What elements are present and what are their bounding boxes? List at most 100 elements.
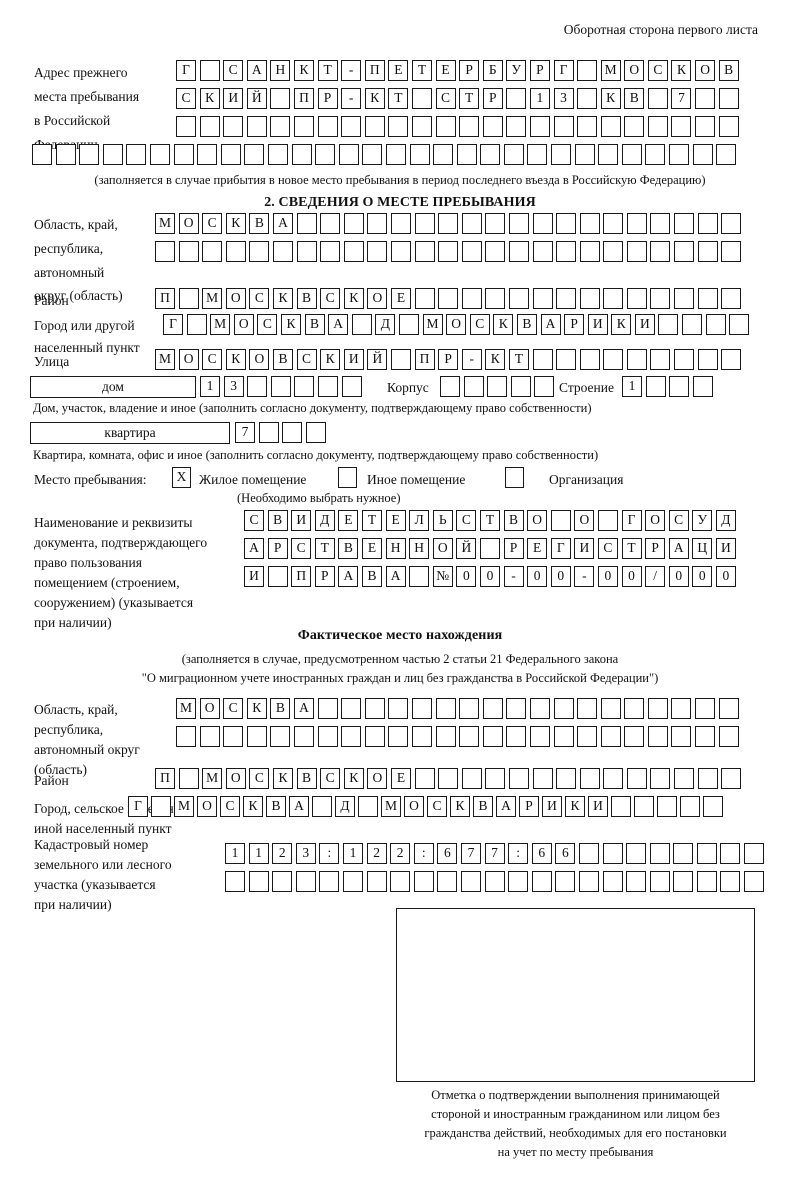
- char-cell[interactable]: Ц: [692, 538, 713, 559]
- char-cell[interactable]: [682, 314, 703, 335]
- char-cell[interactable]: [435, 698, 456, 719]
- char-cell[interactable]: Р: [438, 349, 459, 370]
- char-cell[interactable]: [603, 288, 624, 309]
- char-cell[interactable]: [411, 698, 432, 719]
- char-cell[interactable]: [267, 144, 288, 165]
- char-cell[interactable]: М: [381, 796, 401, 817]
- char-cell[interactable]: П: [414, 349, 435, 370]
- char-cell[interactable]: [600, 116, 621, 137]
- char-cell[interactable]: [433, 144, 454, 165]
- char-cell[interactable]: [621, 144, 642, 165]
- char-cell[interactable]: [390, 213, 411, 234]
- char-cell[interactable]: [534, 376, 555, 397]
- char-cell[interactable]: [578, 871, 599, 892]
- char-cell[interactable]: [624, 726, 645, 747]
- char-cell[interactable]: [508, 768, 529, 789]
- char-cell[interactable]: [556, 241, 577, 262]
- char-cell[interactable]: [176, 116, 196, 137]
- char-cell[interactable]: [485, 768, 506, 789]
- char-cell[interactable]: [463, 376, 484, 397]
- char-cell[interactable]: А: [246, 60, 267, 81]
- char-cell[interactable]: [186, 314, 207, 335]
- char-cell[interactable]: Р: [503, 538, 524, 559]
- char-cell[interactable]: В: [249, 213, 270, 234]
- flat-number-cells[interactable]: 7: [235, 422, 329, 443]
- char-cell[interactable]: [579, 349, 600, 370]
- char-cell[interactable]: [506, 116, 527, 137]
- char-cell[interactable]: [388, 116, 409, 137]
- char-cell[interactable]: -: [574, 566, 595, 587]
- char-cell[interactable]: О: [249, 349, 270, 370]
- char-cell[interactable]: [532, 288, 553, 309]
- char-cell[interactable]: [674, 288, 695, 309]
- char-cell[interactable]: С: [244, 510, 264, 531]
- char-cell[interactable]: [270, 376, 291, 397]
- char-cell[interactable]: [343, 241, 364, 262]
- char-cell[interactable]: [176, 726, 196, 747]
- char-cell[interactable]: [390, 241, 411, 262]
- char-cell[interactable]: 3: [553, 88, 574, 109]
- document-row-3[interactable]: И П Р А В А № 0 0-0 0-0 0/0 0 0: [244, 566, 739, 587]
- char-cell[interactable]: [178, 768, 199, 789]
- char-cell[interactable]: [270, 116, 291, 137]
- char-cell[interactable]: Е: [435, 60, 456, 81]
- char-cell[interactable]: [669, 376, 690, 397]
- char-cell[interactable]: М: [155, 213, 175, 234]
- char-cell[interactable]: [414, 213, 435, 234]
- char-cell[interactable]: [697, 241, 718, 262]
- char-cell[interactable]: Т: [361, 510, 382, 531]
- stay-type-option-other-checkbox[interactable]: [338, 467, 357, 488]
- char-cell[interactable]: [671, 698, 692, 719]
- char-cell[interactable]: 0: [456, 566, 477, 587]
- char-cell[interactable]: [626, 288, 647, 309]
- char-cell[interactable]: А: [338, 566, 359, 587]
- char-cell[interactable]: Г: [621, 510, 642, 531]
- char-cell[interactable]: Н: [385, 538, 406, 559]
- char-cell[interactable]: Д: [715, 510, 736, 531]
- char-cell[interactable]: С: [202, 213, 223, 234]
- char-cell[interactable]: [362, 144, 383, 165]
- char-cell[interactable]: [364, 698, 385, 719]
- char-cell[interactable]: [551, 144, 572, 165]
- char-cell[interactable]: [79, 144, 100, 165]
- char-cell[interactable]: И: [244, 566, 264, 587]
- char-cell[interactable]: П: [293, 88, 314, 109]
- char-cell[interactable]: [624, 698, 645, 719]
- char-cell[interactable]: Й: [246, 88, 267, 109]
- char-cell[interactable]: [296, 241, 317, 262]
- char-cell[interactable]: [603, 349, 624, 370]
- char-cell[interactable]: 7: [484, 843, 505, 864]
- char-cell[interactable]: [529, 116, 550, 137]
- char-cell[interactable]: К: [343, 288, 364, 309]
- char-cell[interactable]: [626, 349, 647, 370]
- char-cell[interactable]: [293, 726, 314, 747]
- char-cell[interactable]: [409, 144, 430, 165]
- char-cell[interactable]: Р: [317, 88, 338, 109]
- char-cell[interactable]: [225, 241, 246, 262]
- char-cell[interactable]: [220, 144, 241, 165]
- char-cell[interactable]: [695, 698, 716, 719]
- char-cell[interactable]: П: [364, 60, 385, 81]
- char-cell[interactable]: М: [210, 314, 231, 335]
- char-cell[interactable]: О: [446, 314, 467, 335]
- char-cell[interactable]: Й: [367, 349, 388, 370]
- char-cell[interactable]: [414, 288, 435, 309]
- char-cell[interactable]: С: [223, 698, 244, 719]
- char-cell[interactable]: Т: [459, 88, 480, 109]
- region-row-2[interactable]: [155, 241, 745, 262]
- char-cell[interactable]: [611, 796, 631, 817]
- char-cell[interactable]: [199, 726, 220, 747]
- prev-address-row-4[interactable]: [32, 144, 740, 165]
- char-cell[interactable]: [366, 871, 387, 892]
- char-cell[interactable]: 1: [622, 376, 642, 397]
- char-cell[interactable]: И: [574, 538, 595, 559]
- char-cell[interactable]: А: [293, 698, 314, 719]
- char-cell[interactable]: А: [385, 566, 406, 587]
- char-cell[interactable]: [697, 349, 718, 370]
- char-cell[interactable]: 7: [235, 422, 255, 443]
- char-cell[interactable]: Е: [388, 60, 409, 81]
- char-cell[interactable]: [721, 213, 742, 234]
